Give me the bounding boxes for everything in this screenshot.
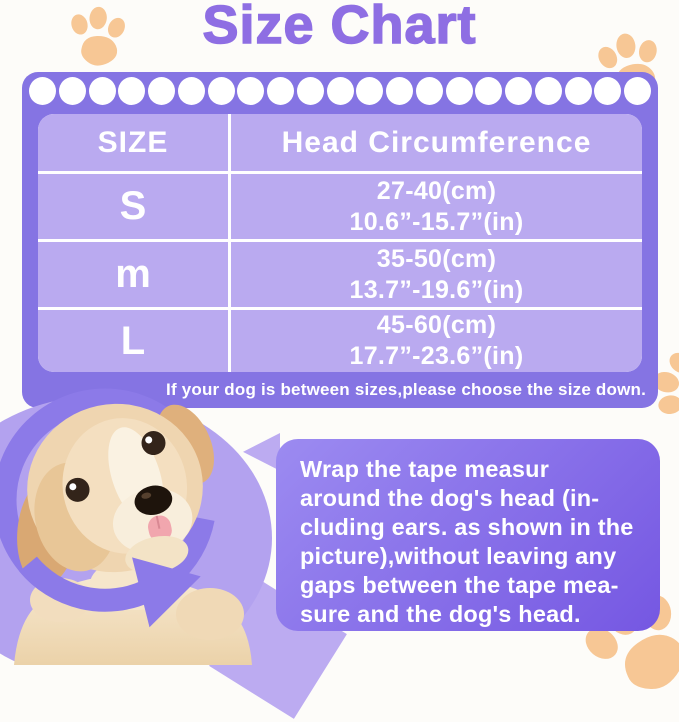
instruction-line: gaps between the tape mea-	[300, 572, 619, 598]
instruction-line: Wrap the tape measur	[300, 456, 550, 482]
binding-hole	[207, 77, 235, 105]
range-cm: 27-40(cm)	[376, 176, 497, 205]
binding-hole	[386, 77, 413, 105]
table-row-value: 27-40(cm) 10.6”-15.7”(in)	[231, 174, 642, 239]
dog-nose	[134, 485, 173, 516]
binding-hole	[118, 77, 146, 105]
sizing-note: If your dog is between sizes,please choo…	[166, 380, 646, 399]
binding-hole	[415, 77, 443, 105]
binding-hole	[326, 77, 354, 105]
binding-hole	[237, 77, 265, 105]
binding-hole	[58, 77, 86, 105]
instruction-line: around the dog's head (in-	[300, 485, 600, 511]
measure-arrow-front	[19, 556, 152, 612]
instruction-line: cluding ears. as shown in the	[300, 514, 634, 540]
table-row-size-label: S	[38, 174, 228, 239]
binding-hole	[88, 77, 116, 105]
range-cm: 35-50(cm)	[376, 244, 497, 273]
binding-hole	[177, 77, 205, 105]
binding-hole	[29, 77, 56, 105]
instruction-line: sure and the dog's head.	[300, 601, 581, 627]
binding-hole	[624, 77, 651, 105]
table-row-value: 45-60(cm) 17.7”-23.6”(in)	[231, 310, 642, 372]
range-in: 13.7”-19.6”(in)	[349, 275, 524, 304]
range-in: 17.7”-23.6”(in)	[349, 342, 524, 370]
binding-hole	[296, 77, 324, 105]
binding-hole	[267, 77, 294, 105]
binding-hole	[148, 77, 175, 105]
instruction-line: picture),without leaving any	[300, 543, 617, 569]
paw-print-icon	[62, 0, 133, 77]
column-header-head-circumference: Head Circumference	[231, 114, 642, 171]
binding-hole	[356, 77, 384, 105]
instruction-bubble: Wrap the tape measur around the dog's he…	[276, 439, 660, 631]
table-grid: SIZE Head Circumference S 27-40(cm) 10.6…	[38, 114, 642, 372]
binding-hole	[534, 77, 562, 105]
table-row-value: 35-50(cm) 13.7”-19.6”(in)	[231, 242, 642, 307]
range-cm: 45-60(cm)	[376, 311, 497, 339]
column-header-size: SIZE	[38, 114, 228, 171]
range-in: 10.6”-15.7”(in)	[349, 207, 524, 236]
binding-hole	[445, 77, 473, 105]
dog-photo	[0, 388, 280, 665]
binding-holes	[29, 77, 651, 106]
binding-hole	[475, 77, 503, 105]
binding-hole	[594, 77, 622, 105]
table-row-size-label: m	[38, 242, 228, 307]
measure-arrowhead-icon	[132, 557, 201, 628]
binding-hole	[564, 77, 592, 105]
table-row-size-label: L	[38, 310, 228, 372]
size-chart-table: SIZE Head Circumference S 27-40(cm) 10.6…	[22, 72, 658, 408]
binding-hole	[505, 77, 532, 105]
page-title: Size Chart	[202, 0, 477, 56]
